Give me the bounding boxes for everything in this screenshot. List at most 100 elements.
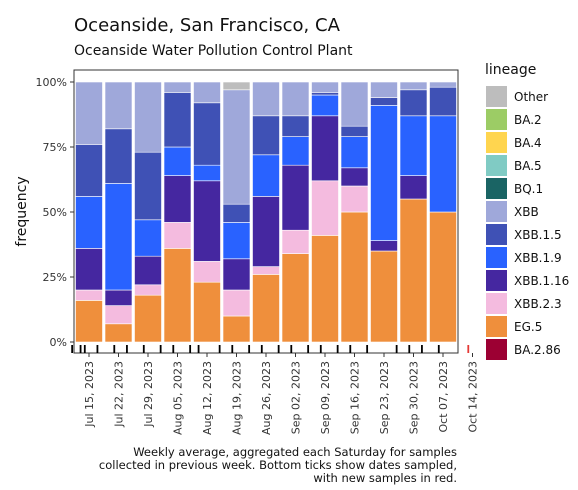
legend-swatch bbox=[486, 178, 507, 199]
bar-segment bbox=[370, 105, 398, 241]
bar-segment bbox=[340, 185, 369, 213]
legend-item: XBB.1.16 bbox=[486, 269, 569, 292]
legend-label: BA.2.86 bbox=[514, 342, 561, 357]
x-tick-label: Oct 14, 2023 bbox=[467, 361, 480, 433]
legend-label: XBB.1.5 bbox=[514, 227, 562, 242]
bar-segment bbox=[399, 89, 428, 117]
y-tick-label: 100% bbox=[36, 76, 67, 89]
legend-swatch bbox=[486, 155, 507, 176]
legend-swatch bbox=[486, 201, 507, 222]
bar-segment bbox=[163, 222, 192, 249]
bar-segment bbox=[252, 266, 280, 275]
bar-segment bbox=[193, 81, 221, 104]
bar-segment bbox=[399, 81, 428, 91]
bar-segment bbox=[370, 97, 398, 106]
bar-segment bbox=[429, 86, 457, 117]
legend-label: Other bbox=[514, 89, 549, 104]
bar-segment bbox=[75, 196, 103, 249]
bar-segment bbox=[281, 229, 310, 254]
legend: Other BA.2 BA.4 BA.5 BQ.1 XBB XBB.1.5 XBB.1.9 XB… bbox=[486, 85, 569, 361]
x-tick-label: Oct 07, 2023 bbox=[437, 361, 450, 433]
bar-segment bbox=[222, 258, 251, 291]
bar-segment bbox=[193, 281, 221, 343]
legend-label: XBB.2.3 bbox=[514, 296, 562, 311]
bar-segment bbox=[163, 81, 192, 93]
bar-segment bbox=[370, 81, 398, 98]
legend-item: XBB.2.3 bbox=[486, 292, 569, 315]
bar-segment bbox=[75, 81, 103, 145]
bar-segment bbox=[222, 315, 251, 343]
x-tick-label: Aug 19, 2023 bbox=[231, 361, 244, 435]
bar-segment bbox=[281, 81, 310, 117]
legend-item: XBB.1.9 bbox=[486, 246, 569, 269]
bar-segment bbox=[193, 164, 221, 182]
y-axis-title: frequency bbox=[14, 176, 30, 246]
bar-segment bbox=[222, 222, 251, 260]
chart-caption: Weekly average, aggregated each Saturday… bbox=[80, 446, 457, 485]
bar-segment bbox=[252, 81, 280, 117]
legend-item: BA.2 bbox=[486, 108, 569, 131]
legend-label: BA.5 bbox=[514, 158, 542, 173]
legend-swatch bbox=[486, 316, 507, 337]
legend-item: Other bbox=[486, 85, 569, 108]
x-tick-label: Sep 02, 2023 bbox=[290, 361, 303, 434]
x-tick-label: Sep 16, 2023 bbox=[349, 361, 362, 434]
legend-item: BA.2.86 bbox=[486, 338, 569, 361]
bar-segment bbox=[222, 89, 251, 205]
bar-segment bbox=[222, 203, 251, 223]
legend-item: BA.4 bbox=[486, 131, 569, 154]
x-tick-label: Sep 30, 2023 bbox=[408, 361, 421, 434]
legend-label: BQ.1 bbox=[514, 181, 544, 196]
bar-segment bbox=[311, 235, 339, 343]
x-tick-label: Sep 23, 2023 bbox=[378, 361, 391, 434]
legend-item: EG.5 bbox=[486, 315, 569, 338]
bar-segment bbox=[340, 81, 369, 127]
bar-segment bbox=[281, 136, 310, 166]
bar-segment bbox=[252, 196, 280, 267]
chart-subtitle: Oceanside Water Pollution Control Plant bbox=[74, 43, 353, 59]
y-tick-label: 75% bbox=[43, 141, 67, 154]
bar-segment bbox=[340, 125, 369, 137]
bar-segment bbox=[252, 274, 280, 343]
legend-label: BA.2 bbox=[514, 112, 542, 127]
bar-segment bbox=[163, 92, 192, 148]
x-tick-label: Aug 12, 2023 bbox=[201, 361, 214, 435]
legend-item: BQ.1 bbox=[486, 177, 569, 200]
bar-segment bbox=[311, 94, 339, 117]
bar-segment bbox=[104, 183, 133, 291]
x-tick-label: Sep 09, 2023 bbox=[319, 361, 332, 434]
bar-segment bbox=[340, 167, 369, 187]
legend-item: XBB bbox=[486, 200, 569, 223]
bar-segment bbox=[104, 323, 133, 343]
bar-segment bbox=[163, 248, 192, 343]
bar-segment bbox=[399, 175, 428, 200]
bar-segment bbox=[75, 144, 103, 197]
bar-segment bbox=[281, 164, 310, 231]
bar-segment bbox=[75, 248, 103, 291]
legend-label: BA.4 bbox=[514, 135, 542, 150]
bar-segment bbox=[252, 154, 280, 197]
legend-label: XBB bbox=[514, 204, 539, 219]
bar-segment bbox=[340, 211, 369, 343]
y-tick-label: 25% bbox=[43, 271, 67, 284]
bar-segment bbox=[252, 115, 280, 156]
bar-segment bbox=[311, 92, 339, 96]
y-tick-label: 0% bbox=[50, 336, 67, 349]
bar-segment bbox=[281, 253, 310, 343]
bar-segment bbox=[193, 261, 221, 283]
bar-segment bbox=[134, 255, 162, 286]
bar-segment bbox=[104, 81, 133, 130]
legend-label: EG.5 bbox=[514, 319, 543, 334]
bar-segment bbox=[163, 175, 192, 223]
legend-swatch bbox=[486, 224, 507, 245]
x-tick-label: Jul 22, 2023 bbox=[113, 361, 126, 428]
chart-title: Oceanside, San Francisco, CA bbox=[74, 15, 340, 36]
bar-segment bbox=[370, 240, 398, 252]
legend-swatch bbox=[486, 109, 507, 130]
legend-swatch bbox=[486, 293, 507, 314]
x-tick-label: Aug 26, 2023 bbox=[260, 361, 273, 435]
caption-line: collected in previous week. Bottom ticks… bbox=[98, 458, 457, 472]
bar-segment bbox=[399, 115, 428, 176]
legend-title: lineage bbox=[485, 62, 537, 78]
legend-swatch bbox=[486, 247, 507, 268]
